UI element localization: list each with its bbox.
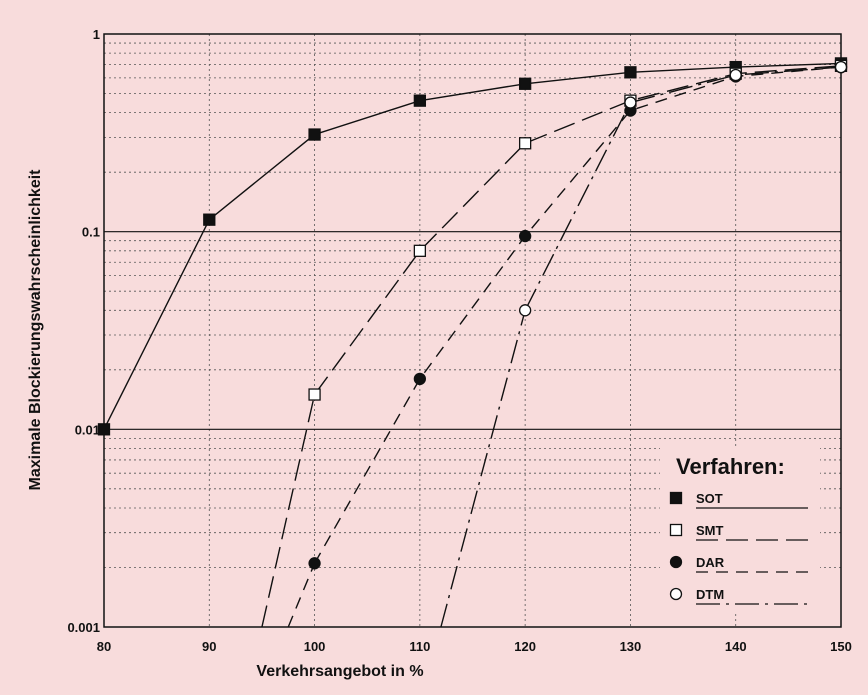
legend-marker-dtm [669,587,683,601]
point-sot [518,77,532,90]
plot-area [103,33,842,628]
legend-marker-dar [669,555,683,569]
y-tick-label: 0.001 [67,620,100,635]
point-sot [203,213,216,226]
point-sot [308,128,321,141]
point-smt [413,244,427,257]
legend-items: SOT SMT DAR DTM [669,491,808,605]
x-tick-label: 120 [514,639,536,654]
legend-marker-smt [669,523,683,537]
x-tick-label: 140 [725,639,747,654]
series-segment-dar [287,563,316,628]
point-smt [308,388,321,401]
series-segment-dtm [440,310,526,628]
point-dar [413,372,427,386]
series-line-sot [103,62,842,430]
x-axis-label: Verkehrsangebot in % [256,663,423,680]
series-markers [97,57,848,570]
series-segment-smt [261,394,316,628]
x-tick-label: 150 [830,639,852,654]
point-dtm [624,96,637,109]
legend-label-dar: DAR [696,555,725,570]
x-tick-label: 110 [409,639,430,654]
point-dtm [518,304,532,317]
point-smt [518,137,532,150]
legend: Verfahren: SOT SMT DAR DTM [660,446,820,612]
point-dar [518,229,532,243]
legend-label-smt: SMT [696,523,724,538]
x-tick-label: 80 [97,639,111,654]
series-line-dtm [524,66,842,311]
point-sot [413,94,427,107]
x-tick-label: 100 [304,639,326,654]
series-lines [103,62,842,628]
series-line-smt [314,65,842,395]
point-dar [308,557,321,570]
legend-background [660,446,820,612]
y-axis-label: Maximale Blockierungswahrscheinlichkeit [27,169,44,491]
legend-label-sot: SOT [696,491,723,506]
x-tick-labels: 80 90 100 110 120 130 140 150 [97,639,852,654]
y-tick-label: 0.1 [82,225,100,240]
grid [104,34,841,627]
y-tick-label: 0.01 [75,422,100,437]
series-line-dar [313,66,842,564]
legend-marker-sot [669,491,683,505]
point-dtm [834,60,848,74]
x-tick-label: 90 [202,639,216,654]
y-tick-label: 1 [93,27,100,42]
point-dtm [729,68,742,82]
x-tick-label: 130 [620,639,642,654]
legend-title: Verfahren: [676,454,785,479]
point-sot [97,423,111,436]
legend-label-dtm: DTM [696,587,724,602]
point-sot [624,66,637,79]
y-tick-labels: 0.001 0.01 0.1 1 [67,27,100,635]
